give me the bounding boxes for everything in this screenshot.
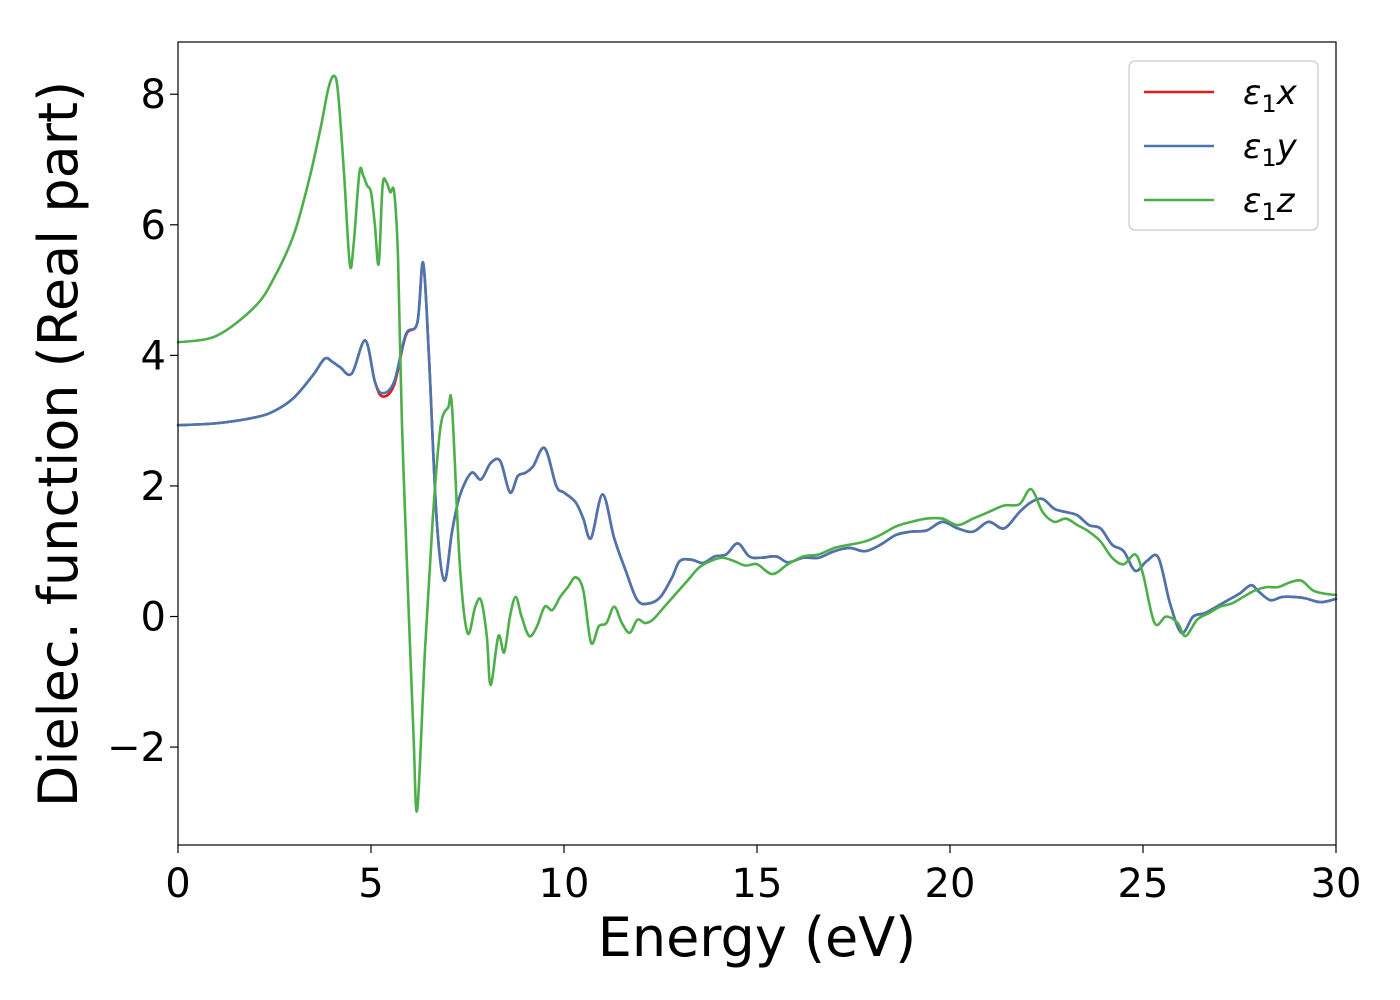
x-tick-label: 10	[539, 861, 590, 907]
legend-label-y: ε1y	[1243, 127, 1298, 172]
y-tick-label: 0	[141, 595, 166, 641]
x-tick-label: 0	[165, 861, 190, 907]
x-tick-label: 5	[358, 861, 383, 907]
series-layer	[176, 74, 1338, 813]
y-tick-label: 8	[141, 72, 166, 118]
y-axis-title: Dielec. function (Real part)	[27, 81, 90, 807]
y-tick-label: 4	[141, 333, 166, 379]
x-tick-label: 20	[925, 861, 976, 907]
x-tick-label: 30	[1311, 861, 1362, 907]
legend: ε1x ε1y ε1z	[1128, 60, 1319, 231]
legend-box	[1128, 60, 1319, 231]
legend-label-z: ε1z	[1243, 181, 1296, 226]
x-tick-label: 25	[1118, 861, 1169, 907]
x-tick-label: 15	[732, 861, 783, 907]
y-tick-label: −2	[107, 725, 166, 771]
series-line-y	[176, 261, 1338, 635]
y-tick-label: 6	[141, 203, 166, 249]
legend-label-x: ε1x	[1243, 73, 1298, 118]
y-tick-label: 2	[141, 464, 166, 510]
x-axis-title: Energy (eV)	[598, 906, 917, 969]
ticks-layer: 0 5 10 15 20 25 30 −2 0 2 4 6 8	[107, 72, 1361, 907]
series-line-z	[176, 74, 1338, 813]
